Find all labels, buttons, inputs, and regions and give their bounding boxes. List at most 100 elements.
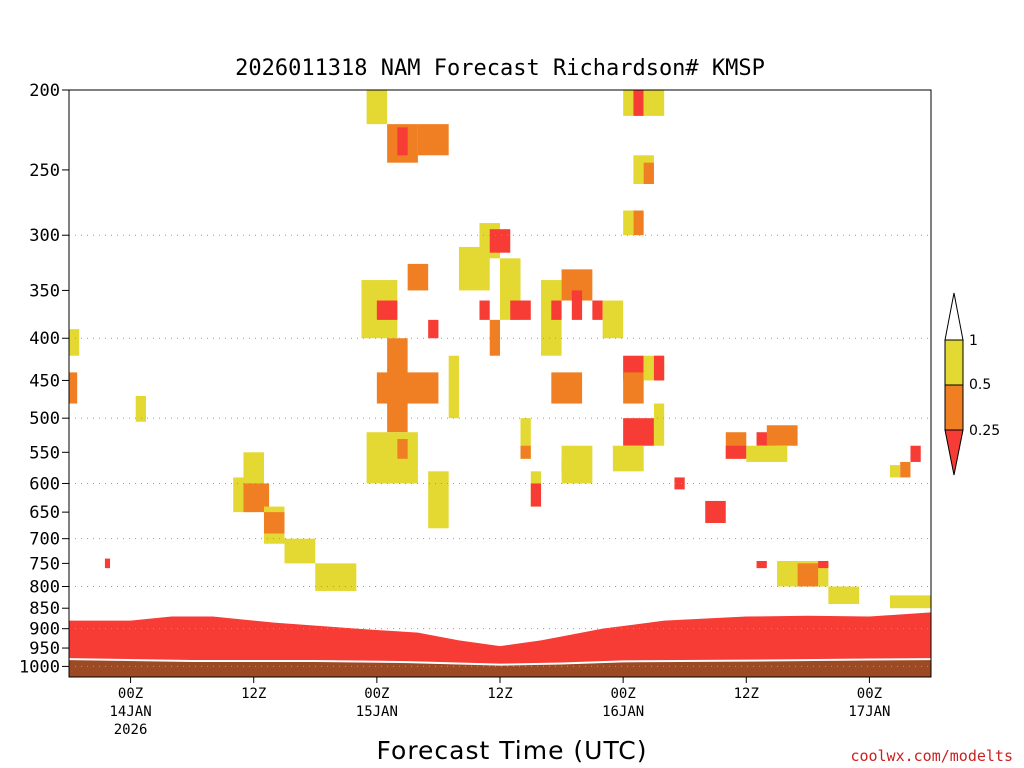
y-tick-label: 750 [29, 554, 60, 574]
legend-swatch-0.5-1 [944, 339, 964, 386]
x-tick-label: 12Z [241, 686, 266, 702]
heatmap-cell [705, 500, 726, 523]
y-tick-label: 950 [29, 639, 60, 659]
x-tick-label: 15JAN [356, 704, 398, 720]
heatmap-cell [489, 229, 511, 253]
heatmap-cell [633, 90, 644, 116]
heatmap-cell [623, 372, 644, 404]
heatmap-cell [602, 300, 624, 339]
heatmap-cell [135, 396, 146, 422]
y-tick-label: 450 [29, 371, 60, 391]
heatmap-cell [263, 512, 285, 534]
heatmap-cell [756, 560, 767, 569]
heatmap-cell [910, 445, 921, 462]
x-tick-label: 00Z [857, 686, 882, 702]
heatmap-cell [766, 425, 798, 446]
legend-swatch-gt1 [944, 292, 964, 341]
heatmap-cell [366, 90, 388, 125]
y-tick-label: 1000 [19, 657, 60, 677]
heatmap-cell [366, 432, 418, 484]
y-tick-label: 850 [29, 599, 60, 619]
x-tick-label: 2026 [114, 722, 148, 738]
heatmap-cell [397, 439, 408, 459]
heatmap-cell [551, 372, 583, 404]
heatmap-cell [428, 319, 439, 339]
legend-label: 0.25 [969, 423, 1000, 439]
legend-label: 0.5 [969, 377, 991, 393]
heatmap-cell [592, 300, 603, 320]
x-tick-label: 14JAN [109, 704, 151, 720]
x-tick-label: 12Z [487, 686, 512, 702]
heatmap-cell [243, 452, 264, 490]
heatmap-cell [797, 563, 819, 587]
heatmap-cell [417, 124, 449, 156]
x-tick-label: 12Z [734, 686, 759, 702]
heatmap-cell [746, 445, 788, 462]
legend-swatch-0.25-0.5 [944, 384, 964, 431]
heatmap-cell [510, 300, 531, 320]
heatmap-cell [530, 483, 542, 507]
y-tick-label: 650 [29, 503, 60, 523]
heatmap-cell [561, 445, 593, 484]
heatmap-cell [633, 210, 644, 236]
y-tick-label: 200 [29, 81, 60, 101]
heatmap-cell [653, 403, 665, 446]
boundary-layer-fill [69, 612, 931, 665]
heatmap-cell [889, 465, 901, 478]
heatmap-cell [520, 418, 531, 459]
boundary-layer [68, 612, 932, 677]
heatmap-cell [376, 372, 439, 404]
heatmap-cell [407, 263, 429, 291]
heatmap-cell [397, 127, 408, 156]
heatmap-cell [674, 477, 685, 490]
surface-line [68, 658, 932, 666]
heatmap-cell [69, 372, 78, 404]
y-tick-label: 800 [29, 577, 60, 597]
heatmap-cell [479, 300, 490, 320]
legend: 1 0.5 0.25 [944, 292, 1000, 476]
heatmap-cells [69, 90, 931, 609]
heatmap-cell [643, 162, 654, 184]
heatmap-cell [623, 418, 654, 446]
x-tick-label: 16JAN [602, 704, 644, 720]
legend-swatch-lt0.25 [944, 429, 964, 476]
y-axis: 200 250 300 350 400 450 500 550 600 650 700 750 8008… [19, 81, 69, 677]
heatmap-cell [315, 563, 357, 591]
heatmap-cell [284, 538, 316, 564]
heatmap-cell [520, 445, 531, 459]
y-tick-label: 900 [29, 620, 60, 640]
heatmap-cell [889, 595, 931, 609]
heatmap-cell [448, 355, 459, 419]
heatmap-cell [571, 290, 583, 320]
heatmap-cell [623, 90, 634, 116]
y-tick-label: 550 [29, 443, 60, 463]
heatmap-cell [428, 471, 449, 529]
heatmap-cell [489, 319, 500, 356]
y-tick-label: 400 [29, 329, 60, 349]
x-tick-label: 00Z [118, 686, 143, 702]
y-tick-label: 500 [29, 409, 60, 429]
y-tick-label: 250 [29, 161, 60, 181]
heatmap-cell [818, 560, 829, 569]
surface-fill [69, 659, 931, 677]
heatmap-cell [69, 329, 80, 356]
heatmap-cell [900, 461, 911, 478]
y-tick-label: 600 [29, 474, 60, 494]
heatmap-cell [104, 558, 111, 569]
y-tick-label: 300 [29, 226, 60, 246]
plot-frame [68, 89, 932, 678]
heatmap-cell [643, 90, 665, 116]
legend-label: 1 [969, 333, 978, 349]
heatmap-cell [612, 445, 644, 472]
credit-text: coolwx.com/modelts [850, 747, 1013, 765]
x-tick-label: 17JAN [848, 704, 890, 720]
heatmap-cell [725, 445, 747, 459]
chart-title: 2026011318 NAM Forecast Richardson# KMSP [235, 56, 765, 81]
heatmap-cell [828, 586, 860, 604]
heatmap-cell [551, 300, 562, 320]
heatmap-cell [623, 210, 634, 236]
x-tick-label: 00Z [364, 686, 389, 702]
heatmap-cell [376, 300, 398, 320]
y-tick-label: 700 [29, 530, 60, 550]
